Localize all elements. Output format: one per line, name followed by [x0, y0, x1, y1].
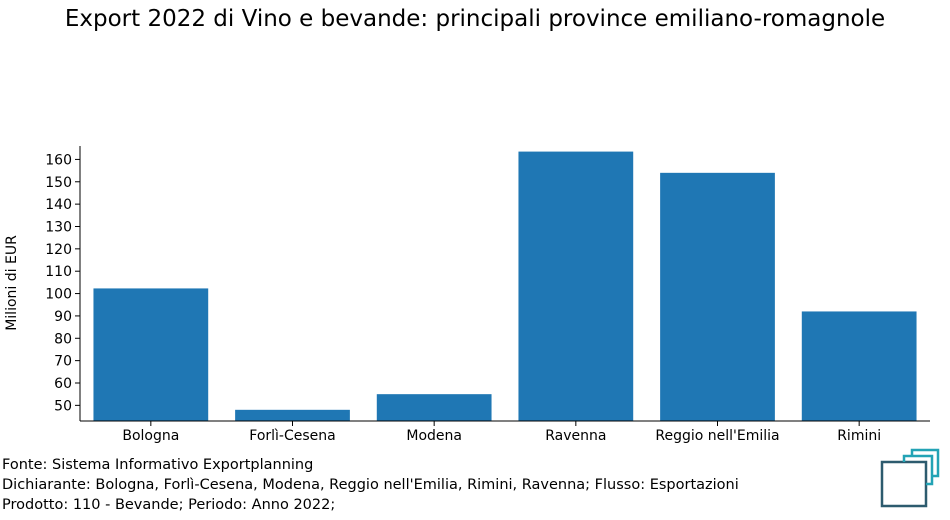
bar-3	[518, 151, 634, 421]
y-tick-label-8: 130	[45, 219, 72, 235]
source-footer: Fonte: Sistema Informativo Exportplannin…	[2, 455, 739, 515]
bar-2	[376, 394, 492, 421]
bar-4	[660, 172, 775, 421]
footer-product-line: Prodotto: 110 - Bevande; Periodo: Anno 2…	[2, 497, 336, 513]
footer-source-line: Fonte: Sistema Informativo Exportplannin…	[2, 457, 314, 473]
y-tick-label-2: 70	[54, 354, 72, 370]
y-tick-label-11: 160	[45, 152, 72, 168]
bar-1	[235, 409, 350, 421]
bar-5	[801, 311, 917, 421]
y-tick-label-4: 90	[54, 309, 72, 325]
axes-group: Bologna Forlì-Cesena Modena Ravenna Reggio n…	[45, 146, 930, 444]
y-tick-label-3: 80	[54, 331, 72, 347]
x-tick-label-1: Forlì-Cesena	[249, 428, 335, 444]
y-tick-label-6: 110	[45, 264, 72, 280]
bars-group	[93, 151, 917, 421]
exportplanning-logo-icon	[880, 448, 940, 508]
y-tick-label-9: 140	[45, 197, 72, 213]
y-tick-label-0: 50	[54, 398, 72, 414]
y-tick-label-1: 60	[54, 376, 72, 392]
bar-chart: Bologna Forlì-Cesena Modena Ravenna Reggio n…	[4, 146, 930, 444]
y-tick-label-5: 100	[45, 287, 72, 303]
y-tick-label-7: 120	[45, 242, 72, 258]
x-tick-label-0: Bologna	[122, 428, 179, 444]
bar-0	[93, 288, 209, 421]
x-tick-label-4: Reggio nell'Emilia	[655, 428, 779, 444]
x-tick-label-2: Modena	[406, 428, 462, 444]
x-tick-label-3: Ravenna	[545, 428, 606, 444]
y-tick-label-10: 150	[45, 175, 72, 191]
y-axis-label: Milioni di EUR	[4, 235, 20, 331]
chart-title: Export 2022 di Vino e bevande: principal…	[64, 6, 886, 32]
x-tick-label-5: Rimini	[837, 428, 881, 444]
footer-declarant-line: Dichiarante: Bologna, Forlì-Cesena, Mode…	[2, 477, 739, 493]
